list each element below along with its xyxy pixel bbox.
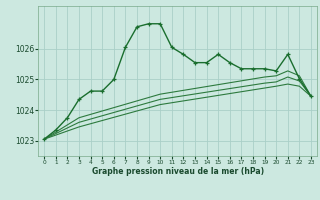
X-axis label: Graphe pression niveau de la mer (hPa): Graphe pression niveau de la mer (hPa) xyxy=(92,167,264,176)
